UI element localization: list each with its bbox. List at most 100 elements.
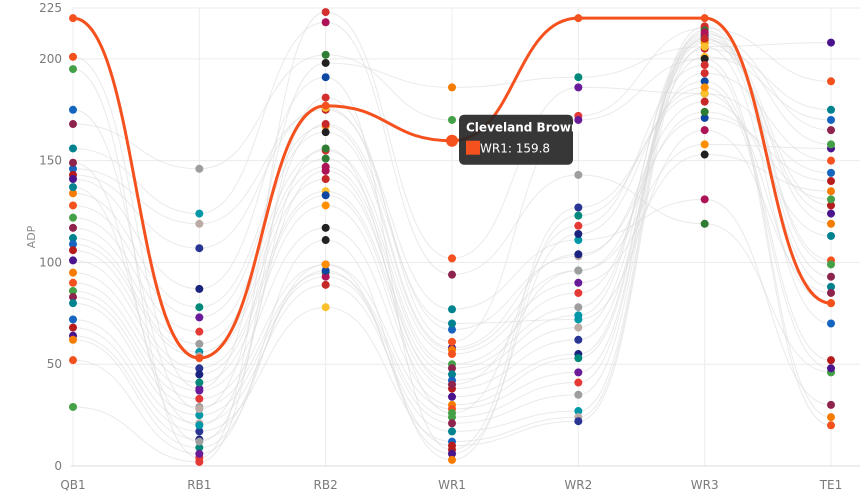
data-point bbox=[448, 427, 456, 436]
data-point bbox=[321, 174, 330, 183]
data-point bbox=[700, 107, 709, 116]
highlight-point bbox=[574, 14, 583, 23]
data-point bbox=[448, 455, 456, 464]
data-point bbox=[827, 187, 835, 196]
data-point bbox=[69, 268, 77, 277]
data-point bbox=[69, 402, 77, 411]
data-point bbox=[69, 189, 77, 198]
data-point bbox=[827, 400, 835, 409]
tooltip-color-swatch bbox=[466, 140, 480, 155]
data-point bbox=[448, 350, 456, 359]
x-tick-label: WR2 bbox=[564, 478, 592, 492]
data-point bbox=[700, 34, 709, 43]
data-point bbox=[321, 191, 330, 200]
data-point bbox=[574, 378, 583, 387]
data-point bbox=[574, 407, 583, 416]
data-point bbox=[574, 417, 583, 426]
data-point bbox=[195, 244, 204, 253]
data-point bbox=[827, 209, 835, 218]
highlighted-series[interactable] bbox=[69, 14, 835, 363]
data-point bbox=[195, 219, 204, 228]
data-point bbox=[69, 278, 77, 287]
data-point bbox=[827, 195, 835, 204]
data-point bbox=[195, 443, 204, 452]
data-point bbox=[574, 266, 583, 275]
data-point bbox=[700, 60, 709, 69]
data-point bbox=[69, 158, 77, 167]
data-point bbox=[321, 128, 330, 137]
data-point bbox=[321, 144, 330, 153]
highlight-point bbox=[321, 101, 330, 110]
data-point bbox=[700, 195, 709, 204]
data-point bbox=[195, 394, 204, 403]
data-point bbox=[448, 254, 456, 263]
data-point bbox=[321, 120, 330, 129]
data-point bbox=[448, 325, 456, 334]
data-point bbox=[574, 221, 583, 230]
data-point bbox=[321, 8, 330, 17]
data-point bbox=[574, 115, 583, 124]
data-point bbox=[827, 140, 835, 149]
highlight-point bbox=[195, 354, 204, 363]
data-point bbox=[195, 411, 204, 420]
data-point bbox=[321, 154, 330, 163]
series-line bbox=[72, 31, 832, 432]
data-points bbox=[69, 8, 835, 466]
data-point bbox=[195, 449, 204, 458]
data-point bbox=[448, 370, 456, 379]
x-tick-label: QB1 bbox=[60, 478, 85, 492]
x-tick-label: TE1 bbox=[819, 478, 843, 492]
series-line bbox=[72, 80, 832, 455]
data-point bbox=[195, 303, 204, 312]
data-point bbox=[195, 378, 204, 387]
data-point bbox=[69, 335, 77, 344]
data-point bbox=[448, 441, 456, 450]
data-point bbox=[69, 323, 77, 332]
data-point bbox=[700, 97, 709, 106]
data-point bbox=[195, 364, 204, 373]
data-point bbox=[700, 113, 709, 122]
data-point bbox=[69, 201, 77, 210]
data-point bbox=[574, 288, 583, 297]
data-point bbox=[827, 288, 835, 297]
data-point bbox=[321, 50, 330, 59]
data-point bbox=[321, 272, 330, 281]
data-point bbox=[321, 58, 330, 67]
data-point bbox=[827, 156, 835, 165]
data-point bbox=[321, 93, 330, 102]
data-point bbox=[448, 305, 456, 314]
data-point bbox=[827, 126, 835, 135]
data-point bbox=[195, 209, 204, 218]
data-point bbox=[195, 405, 204, 414]
data-point bbox=[700, 54, 709, 63]
data-point bbox=[574, 354, 583, 363]
data-point bbox=[69, 105, 77, 114]
data-point bbox=[574, 303, 583, 312]
data-point bbox=[69, 174, 77, 183]
data-point bbox=[700, 140, 709, 149]
data-point bbox=[827, 201, 835, 210]
highlight-point bbox=[827, 299, 835, 308]
data-point bbox=[69, 240, 77, 249]
data-point bbox=[574, 211, 583, 220]
data-point bbox=[321, 201, 330, 210]
data-point bbox=[448, 419, 456, 428]
data-point bbox=[700, 89, 709, 98]
data-point bbox=[321, 18, 330, 27]
data-point bbox=[700, 28, 709, 37]
data-point bbox=[69, 164, 77, 173]
y-tick-label: 200 bbox=[39, 52, 62, 66]
data-point bbox=[700, 42, 709, 51]
data-point bbox=[827, 364, 835, 373]
active-point bbox=[446, 134, 458, 147]
highlight-point bbox=[69, 14, 77, 23]
data-point bbox=[827, 105, 835, 114]
data-point bbox=[69, 52, 77, 61]
data-point bbox=[448, 364, 456, 373]
y-tick-label: 100 bbox=[39, 255, 62, 269]
data-point bbox=[574, 73, 583, 82]
data-point bbox=[69, 256, 77, 265]
data-point bbox=[448, 392, 456, 401]
data-point bbox=[195, 421, 204, 430]
y-tick-label: 150 bbox=[39, 154, 62, 168]
